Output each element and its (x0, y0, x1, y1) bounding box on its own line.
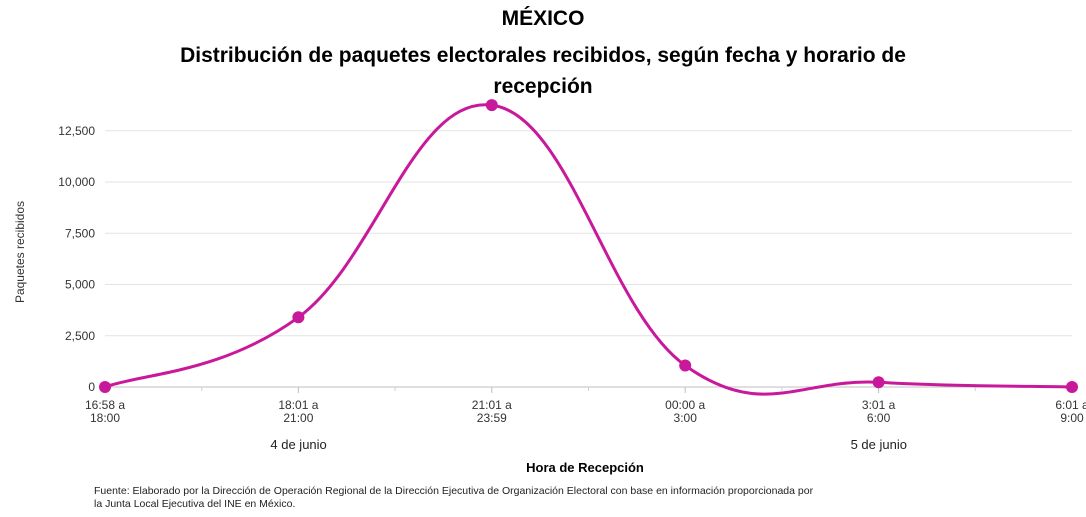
x-tick-label: 18:01 a 21:00 (278, 398, 318, 425)
series-line (103, 103, 1074, 396)
data-point-3 (679, 359, 692, 372)
x-group-label-5-junio: 5 de junio (850, 437, 907, 452)
chart-subtitle-line1: Distribución de paquetes electorales rec… (180, 44, 906, 67)
x-tick-label: 3:01 a 6:00 (862, 398, 896, 425)
y-tick-label: 10,000 (58, 175, 95, 189)
data-point-1 (292, 311, 305, 324)
y-axis-label: Paquetes recibidos (13, 200, 27, 304)
data-point-5 (1066, 381, 1078, 393)
data-point-4 (872, 376, 885, 389)
chart-title: MÉXICO (501, 7, 585, 30)
source-note: Fuente: Elaborado por la Dirección de Op… (94, 485, 1079, 511)
chart-subtitle-line2: recepción (493, 75, 593, 98)
y-tick-label: 0 (88, 380, 95, 394)
source-line-2: la Junta Local Ejecutiva del INE en Méxi… (94, 498, 296, 510)
data-point-0 (99, 381, 111, 393)
x-group-label-4-junio: 4 de junio (270, 437, 327, 452)
y-tick-label: 7,500 (65, 226, 95, 240)
x-tick-label: 00:00 a 3:00 (665, 398, 705, 425)
x-axis-label: Hora de Recepción (526, 460, 644, 475)
y-tick-label: 12,500 (58, 124, 95, 138)
x-tick-label: 21:01 a 23:59 (472, 398, 512, 425)
x-tick-label: 16:58 a 18:00 (85, 398, 125, 425)
y-tick-label: 5,000 (65, 278, 95, 292)
y-tick-label: 2,500 (65, 329, 95, 343)
source-line-1: Fuente: Elaborado por la Dirección de Op… (94, 485, 814, 497)
x-tick-label: 6:01 a 9:00 (1055, 398, 1086, 425)
data-point-2 (485, 99, 498, 112)
